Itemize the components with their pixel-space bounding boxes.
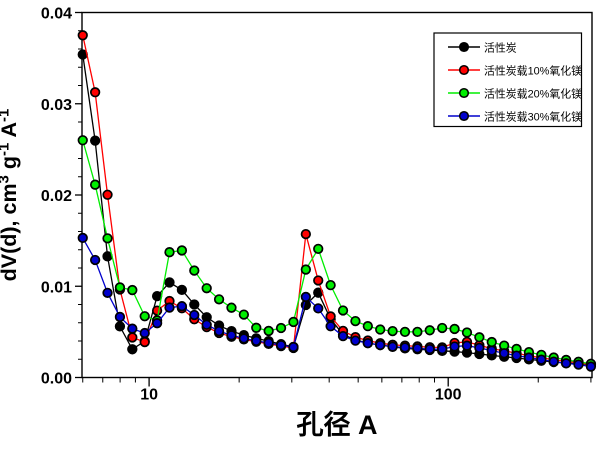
svg-text:0.04: 0.04 [41,6,72,23]
svg-text:100: 100 [435,387,462,404]
svg-text:0.00: 0.00 [41,371,72,388]
svg-text:活性炭载10%氧化镁: 活性炭载10%氧化镁 [484,63,582,77]
svg-text:10: 10 [140,387,158,404]
svg-text:活性炭载30%氧化镁: 活性炭载30%氧化镁 [484,109,582,123]
svg-text:孔径 A: 孔径 A [297,410,378,440]
svg-text:0.03: 0.03 [41,97,72,114]
svg-text:活性炭: 活性炭 [484,40,517,54]
svg-text:活性炭载20%氧化镁: 活性炭载20%氧化镁 [484,86,582,100]
svg-text:dV(d), cm3 g-1 A-1: dV(d), cm3 g-1 A-1 [0,109,21,282]
svg-text:0.01: 0.01 [41,279,72,296]
svg-text:0.02: 0.02 [41,188,72,205]
